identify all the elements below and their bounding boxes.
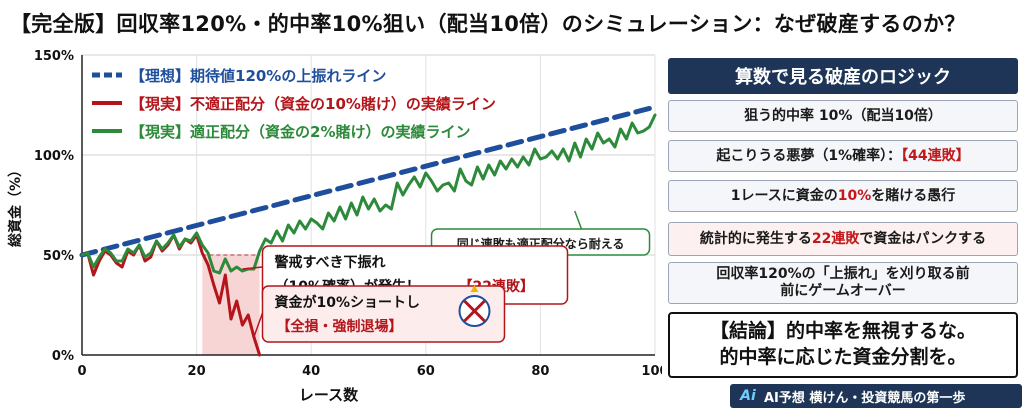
ruin-callout-pointer (253, 312, 264, 338)
legend-label: 【現実】適正配分（資金の2%賭け）の実績ライン (130, 123, 470, 141)
logic-box-nightmare-label: 起こりうる悪夢（1%確率）： (716, 147, 902, 164)
logic-box-nightmare-text: 起こりうる悪夢（1%確率）：【44連敗】 (716, 148, 969, 165)
bet-size-suffix: を賭ける愚行 (871, 187, 956, 204)
legend-label: 【理想】期待値120%の上振れライン (130, 67, 386, 85)
logic-box-target-hit-rate-text: 狙う的中率 10%（配当10倍） (744, 107, 942, 124)
series-line-proper (80, 113, 657, 275)
x-tick-label: 40 (302, 364, 320, 379)
y-tick-label: 100% (34, 149, 74, 164)
losing-streak-44: 【44連敗】 (901, 147, 970, 164)
logic-box-bet-size: 1レースに資金の10%を賭ける愚行 (668, 180, 1018, 212)
logic-box-target-hit-rate: 狙う的中率 10%（配当10倍） (668, 100, 1018, 132)
series-layer (79, 104, 658, 357)
bankrupt-prefix: 統計的に発生する (699, 230, 812, 247)
logic-box-bet-size-text: 1レースに資金の10%を賭ける愚行 (731, 188, 956, 205)
logic-box-bankrupt-text: 統計的に発生する22連敗で資金はパンクする (700, 231, 986, 248)
warning-spark-icon (470, 285, 479, 292)
footer-brand: Ai AI予想 横けん・投資競馬の第一歩 (730, 384, 1022, 408)
bet-size-percent: 10% (837, 187, 872, 204)
y-tick-label: 0% (52, 349, 74, 364)
series-line-ideal (79, 104, 658, 258)
conclusion-box: 【結論】的中率を無視するな。 的中率に応じた資金分割を。 (668, 312, 1018, 378)
legend: 【理想】期待値120%の上振れライン【現実】不適正配分（資金の10%賭け）の実績… (92, 67, 496, 141)
logic-box-bankrupt: 統計的に発生する22連敗で資金はパンクする (668, 222, 1018, 256)
x-tick-label: 60 (417, 364, 435, 379)
bet-size-prefix: 1レースに資金の (730, 187, 838, 204)
bankrupt-suffix: で資金はパンクする (859, 230, 987, 247)
footer-text: AI予想 横けん・投資競馬の第一歩 (764, 390, 966, 406)
green-callout-pointer (574, 210, 583, 230)
logic-box-game-over: 回収率120%の「上振れ」を刈り取る前 前にゲームオーバー (668, 262, 1018, 304)
y-tick-label: 50% (43, 249, 74, 264)
page-title: 【完全版】回収率120%・的中率10%狙い（配当10倍）のシミュレーション：なぜ… (10, 12, 966, 36)
x-tick-label: 20 (188, 364, 206, 379)
x-tick-label: 80 (531, 364, 549, 379)
axis-layer: 0% 50% 100% 150% 0 20 40 60 80 100 レース数 総資金（%） (7, 49, 662, 404)
cross-mark-icon (463, 299, 486, 323)
game-over-line2: 前にゲームオーバー (780, 283, 906, 299)
warning-callout-pointer (242, 266, 263, 270)
annotations: 同じ連敗も適正配分なら耐える警戒すべき下振れ（10%確率）が発生！【22連敗】資… (242, 210, 651, 343)
grid-layer (81, 54, 656, 356)
logic-panel-header: 算数で見る破産のロジック (668, 58, 1018, 94)
warning-callout-line1: 警戒すべき下振れ (274, 254, 385, 271)
logic-box-nightmare: 起こりうる悪夢（1%確率）：【44連敗】 (668, 140, 1018, 172)
x-tick-label: 0 (77, 364, 86, 379)
conclusion-line1: 【結論】的中率を無視するな。 (709, 320, 976, 343)
simulation-chart: 0% 50% 100% 150% 0 20 40 60 80 100 レース数 総資金（%） 【理想】… (7, 49, 662, 404)
losing-streak-22: 22連敗 (811, 230, 860, 247)
ai-logo-icon: Ai (740, 388, 756, 404)
x-tick-label: 100 (641, 364, 662, 379)
x-axis-label: レース数 (299, 386, 359, 404)
y-axis-label: 総資金（%） (7, 163, 24, 247)
y-tick-label: 150% (34, 49, 74, 64)
ruin-callout-line1: 資金が10%ショートし (274, 294, 420, 311)
ruin-callout-line2: 【全損・強制退場】 (276, 318, 402, 335)
conclusion-line2: 的中率に応じた資金分割を。 (719, 346, 967, 368)
game-over-line1: 回収率120%の「上振れ」を刈り取る前 (716, 266, 970, 283)
legend-label: 【現実】不適正配分（資金の10%賭け）の実績ライン (130, 95, 496, 113)
